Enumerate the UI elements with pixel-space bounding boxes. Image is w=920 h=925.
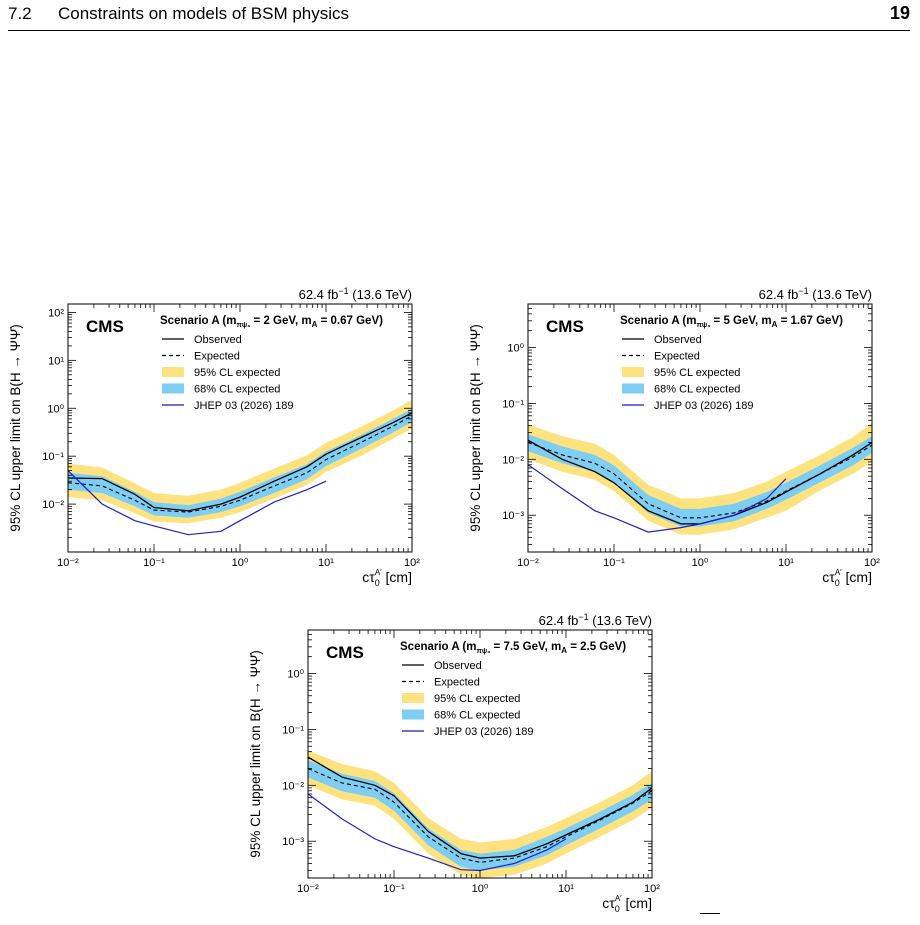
overline-fragment — [700, 913, 720, 914]
legend-68cl-label: 68% CL expected — [654, 384, 740, 396]
reference-line — [308, 793, 567, 872]
x-tick-label: 10² — [864, 557, 880, 569]
plot-area — [308, 750, 652, 878]
legend-68cl-swatch — [162, 383, 184, 394]
limit-plot-2gev: 10⁻² 10⁻¹ 10⁰ 10¹ 10² 10⁻² 10⁻¹ 10⁰ 10¹ 10² 62.4 f… — [8, 286, 420, 588]
x-axis-label: cτ0A′ [cm] — [822, 568, 872, 588]
x-tick-label: 10¹ — [778, 557, 794, 569]
legend-observed-label: Observed — [194, 334, 242, 346]
legend-68cl-swatch — [622, 383, 644, 394]
legend-68cl-label: 68% CL expected — [434, 710, 520, 722]
expected-line — [68, 415, 412, 513]
y-axis-label: 95% CL upper limit on B(H → ΨΨ̄) — [468, 324, 483, 531]
limit-plot-5gev: 10⁻² 10⁻¹ 10⁰ 10¹ 10² 10⁻³ 10⁻² 10⁻¹ 10⁰ 62.4 fb−… — [468, 286, 880, 588]
x-tick-label: 10¹ — [318, 557, 334, 569]
x-axis-label: cτ0A′ [cm] — [362, 568, 412, 588]
y-axis-label: 95% CL upper limit on B(H → ΨΨ̄) — [8, 324, 23, 531]
x-tick-label: 10⁻² — [57, 557, 79, 569]
y-tick-label: 10² — [48, 307, 64, 319]
y-tick-label: 10⁻¹ — [282, 724, 304, 736]
legend-expected-label: Expected — [434, 677, 480, 689]
x-tick-label: 10⁻¹ — [143, 557, 165, 569]
y-tick-label: 10⁰ — [507, 343, 524, 355]
running-header: 7.2 Constraints on models of BSM physics — [8, 4, 349, 24]
legend-68cl-swatch — [402, 709, 424, 720]
band-95cl — [528, 422, 872, 535]
y-tick-label: 10⁻² — [42, 499, 64, 511]
lumi-label: 62.4 fb−1 (13.6 TeV) — [759, 286, 872, 302]
x-tick-label: 10⁰ — [472, 883, 489, 895]
legend-95cl-label: 95% CL expected — [654, 367, 740, 379]
plot-area — [528, 422, 872, 535]
limit-plot-7p5gev: 10⁻² 10⁻¹ 10⁰ 10¹ 10² 10⁻³ 10⁻² 10⁻¹ 10⁰ 62.4 fb−… — [248, 612, 660, 914]
legend-95cl-label: 95% CL expected — [194, 367, 280, 379]
legend-95cl-swatch — [402, 693, 424, 703]
y-tick-label: 10⁻¹ — [502, 398, 524, 410]
legend-expected-label: Expected — [194, 351, 240, 363]
y-tick-label: 10⁻³ — [282, 836, 304, 848]
x-tick-label: 10¹ — [558, 883, 574, 895]
cms-label: CMS — [326, 643, 364, 662]
plot-area — [68, 399, 412, 536]
y-tick-label: 10⁻¹ — [42, 451, 64, 463]
band-68cl — [528, 434, 872, 527]
section-number: 7.2 — [8, 4, 32, 23]
header-rule — [8, 30, 910, 31]
y-tick-label: 10¹ — [48, 355, 64, 367]
legend-observed-label: Observed — [654, 334, 702, 346]
y-axis-label: 95% CL upper limit on B(H → ΨΨ̄) — [248, 650, 263, 857]
lumi-label: 62.4 fb−1 (13.6 TeV) — [299, 286, 412, 302]
legend-68cl-label: 68% CL expected — [194, 384, 280, 396]
legend-expected-label: Expected — [654, 351, 700, 363]
scenario-title: Scenario A (mπψ₃ = 7.5 GeV, mA = 2.5 GeV… — [400, 641, 626, 655]
legend-95cl-label: 95% CL expected — [434, 693, 520, 705]
x-tick-label: 10⁻¹ — [383, 883, 405, 895]
observed-line — [308, 756, 652, 859]
band-68cl — [308, 760, 652, 871]
y-tick-label: 10⁻³ — [502, 510, 524, 522]
legend-reference-label: JHEP 03 (2026) 189 — [434, 726, 533, 738]
cms-label: CMS — [86, 317, 124, 336]
expected-line — [308, 767, 652, 863]
y-tick-label: 10⁻² — [282, 780, 304, 792]
legend-95cl-swatch — [622, 367, 644, 377]
band-68cl — [68, 408, 412, 518]
x-tick-label: 10² — [404, 557, 420, 569]
x-tick-label: 10⁻¹ — [603, 557, 625, 569]
x-tick-label: 10⁻² — [297, 883, 319, 895]
x-tick-label: 10² — [644, 883, 660, 895]
cms-label: CMS — [546, 317, 584, 336]
page-number: 19 — [889, 3, 910, 23]
reference-line — [528, 464, 787, 533]
x-tick-label: 10⁰ — [692, 557, 709, 569]
y-tick-label: 10⁻² — [502, 454, 524, 466]
legend-95cl-swatch — [162, 367, 184, 377]
band-95cl — [308, 750, 652, 878]
legend-observed-label: Observed — [434, 660, 482, 672]
section-title: Constraints on models of BSM physics — [58, 4, 350, 23]
x-tick-label: 10⁻² — [517, 557, 539, 569]
scenario-title: Scenario A (mπψ₃ = 2 GeV, mA = 0.67 GeV) — [160, 315, 383, 329]
y-tick-label: 10⁰ — [47, 403, 64, 415]
x-axis-label: cτ0A′ [cm] — [602, 894, 652, 914]
observed-line — [68, 412, 412, 512]
expected-line — [528, 441, 872, 519]
reference-line — [68, 470, 327, 536]
x-tick-label: 10⁰ — [232, 557, 249, 569]
legend-reference-label: JHEP 03 (2026) 189 — [194, 400, 293, 412]
lumi-label: 62.4 fb−1 (13.6 TeV) — [539, 612, 652, 628]
y-tick-label: 10⁰ — [287, 669, 304, 681]
legend-reference-label: JHEP 03 (2026) 189 — [654, 400, 753, 412]
scenario-title: Scenario A (mπψ₃ = 5 GeV, mA = 1.67 GeV) — [620, 315, 843, 329]
